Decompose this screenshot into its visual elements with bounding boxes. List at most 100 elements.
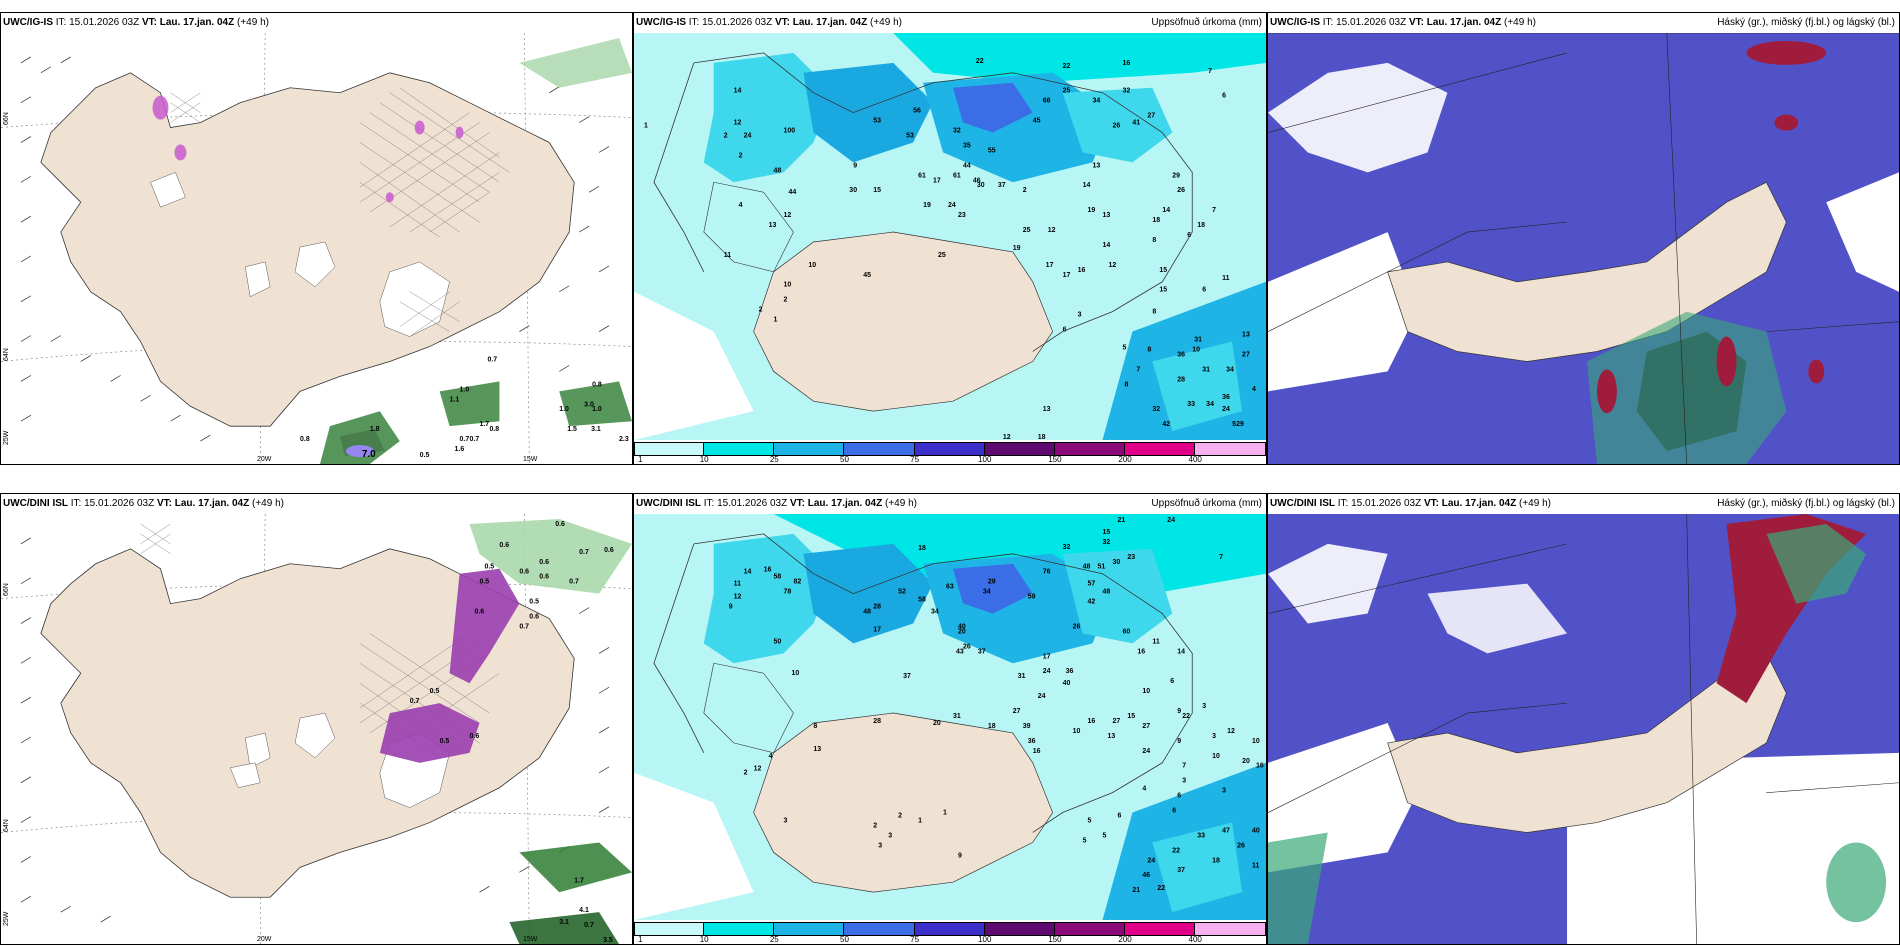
svg-text:33: 33: [1187, 401, 1195, 408]
svg-text:23: 23: [958, 212, 966, 219]
svg-text:37: 37: [1177, 867, 1185, 874]
svg-text:3: 3: [1222, 788, 1226, 795]
svg-text:13: 13: [1242, 332, 1250, 339]
svg-text:20: 20: [958, 628, 966, 635]
svg-text:32: 32: [953, 128, 961, 135]
svg-text:57: 57: [1088, 581, 1096, 588]
svg-text:26: 26: [963, 643, 971, 650]
svg-text:0.6: 0.6: [539, 574, 549, 581]
cbar-seg-5: [914, 922, 985, 936]
vt-label: VT:: [156, 498, 172, 509]
green-precip: [319, 37, 632, 464]
cbar-tick: 200: [1118, 455, 1132, 464]
svg-text:6: 6: [1117, 813, 1121, 820]
svg-text:26: 26: [1112, 123, 1120, 130]
svg-text:22: 22: [1157, 885, 1165, 892]
svg-text:15: 15: [1103, 529, 1111, 536]
svg-text:6: 6: [1187, 232, 1191, 239]
lat-label-66n: 66N: [3, 112, 10, 125]
svg-text:1.7: 1.7: [479, 421, 489, 428]
svg-text:3: 3: [888, 832, 892, 839]
map-canvas[interactable]: 22 22 16 7 14 6 53 56 66 25 34 32 1 12 24 100 32 53 35…: [634, 33, 1266, 440]
svg-text:0.5: 0.5: [430, 688, 440, 695]
svg-text:22: 22: [1172, 847, 1180, 854]
map-canvas[interactable]: 0.6 0.6 0.7 0.6 0.5 0.6 0.6 0.6 0.7 0.5 0.6 0.7 0…: [1, 514, 632, 944]
svg-text:52: 52: [898, 589, 906, 596]
cbar-tick: 100: [978, 455, 992, 464]
svg-text:45: 45: [863, 272, 871, 279]
map-panel-dini-clouds: UWC/DINI ISL IT: 15.01.2026 03Z VT: Lau.…: [1267, 493, 1900, 945]
svg-text:18: 18: [1038, 434, 1046, 440]
lon-label-15w: 15W: [523, 456, 538, 463]
svg-text:32: 32: [1063, 544, 1071, 551]
cbar-frame: [634, 442, 1266, 456]
svg-text:14: 14: [1162, 207, 1170, 214]
map-canvas[interactable]: 21 24 32 32 18 15 23 7 14 16 76 48 51 30 11 12 58 52 6…: [634, 514, 1266, 920]
svg-text:12: 12: [1227, 728, 1235, 735]
svg-text:4: 4: [769, 753, 773, 760]
map-canvas[interactable]: [1268, 514, 1899, 944]
vt-value: Lau. 17.jan. 04Z: [159, 17, 235, 28]
panel-header: UWC/DINI ISL IT: 15.01.2026 03Z VT: Lau.…: [634, 494, 1266, 514]
svg-text:16: 16: [1256, 763, 1264, 770]
svg-text:16: 16: [1033, 748, 1041, 755]
svg-text:2: 2: [744, 770, 748, 777]
map-canvas[interactable]: [1268, 33, 1899, 464]
cbar-seg-8: [1125, 922, 1196, 936]
green-precip: [469, 518, 632, 944]
svg-text:20: 20: [1242, 758, 1250, 765]
svg-text:0.6: 0.6: [529, 614, 539, 621]
map-panel-dini-precip-type: UWC/DINI ISL IT: 15.01.2026 03Z VT: Lau.…: [0, 493, 633, 945]
svg-text:40: 40: [1063, 680, 1071, 687]
model-name: UWC/DINI ISL: [3, 498, 68, 509]
svg-text:31: 31: [1194, 336, 1202, 343]
svg-text:0.6: 0.6: [555, 521, 565, 528]
iceland-map: [1268, 514, 1899, 944]
cbar-seg-1: [634, 442, 705, 456]
svg-text:5: 5: [1103, 832, 1107, 839]
svg-text:20: 20: [933, 720, 941, 727]
svg-text:0.7: 0.7: [569, 579, 579, 586]
svg-text:14: 14: [744, 569, 752, 576]
svg-text:0.5: 0.5: [479, 579, 489, 586]
panel-header: UWC/IG-IS IT: 15.01.2026 03Z VT: Lau. 17…: [1268, 13, 1899, 33]
it-value: 15.01.2026 03Z: [1351, 498, 1422, 509]
svg-text:0.7: 0.7: [579, 549, 589, 556]
svg-text:0.7: 0.7: [519, 623, 529, 630]
svg-text:16: 16: [1088, 718, 1096, 725]
value-labels: 0.71.01.1 0.80.81.0 1.5 3.12.3 1.00.71.8 …: [300, 356, 629, 460]
svg-text:18: 18: [918, 545, 926, 552]
svg-text:27: 27: [1142, 723, 1150, 730]
cbar-seg-4: [844, 922, 915, 936]
svg-text:29: 29: [988, 579, 996, 586]
svg-text:45: 45: [1033, 118, 1041, 125]
vt-label: VT:: [141, 17, 157, 28]
svg-text:36: 36: [1177, 351, 1185, 358]
svg-text:0.6: 0.6: [539, 559, 549, 566]
svg-text:17: 17: [1046, 262, 1054, 269]
svg-text:12: 12: [1048, 227, 1056, 234]
svg-text:59: 59: [1028, 594, 1036, 601]
it-label: IT:: [688, 17, 700, 28]
cbar-seg-2: [704, 922, 775, 936]
cbar-tick: 400: [1188, 455, 1202, 464]
svg-text:0.6: 0.6: [470, 733, 480, 740]
map-panel-dini-accum-precip: UWC/DINI ISL IT: 15.01.2026 03Z VT: Lau.…: [633, 493, 1267, 945]
svg-text:18: 18: [1152, 217, 1160, 224]
lon-label-25w: 25W: [3, 430, 10, 445]
svg-text:40: 40: [1252, 827, 1260, 834]
svg-text:18: 18: [1212, 857, 1220, 864]
cbar-seg-6: [984, 442, 1055, 456]
svg-text:10: 10: [808, 262, 816, 269]
svg-text:1: 1: [943, 810, 947, 817]
svg-text:6: 6: [1202, 287, 1206, 294]
lat-label-66n: 66N: [3, 583, 10, 596]
svg-text:16: 16: [1078, 267, 1086, 274]
map-canvas[interactable]: 0.7 1.0 1.1 0.8 0.8 1.0 1.5 3.1 2.3 1.0 0.7 1.8 …: [1, 33, 632, 464]
svg-text:43: 43: [956, 648, 964, 655]
svg-text:0.5: 0.5: [420, 452, 430, 459]
it-value: 15.01.2026 03Z: [702, 17, 773, 28]
svg-text:2.3: 2.3: [619, 436, 629, 443]
svg-text:9: 9: [958, 852, 962, 859]
svg-text:29: 29: [1172, 172, 1180, 179]
